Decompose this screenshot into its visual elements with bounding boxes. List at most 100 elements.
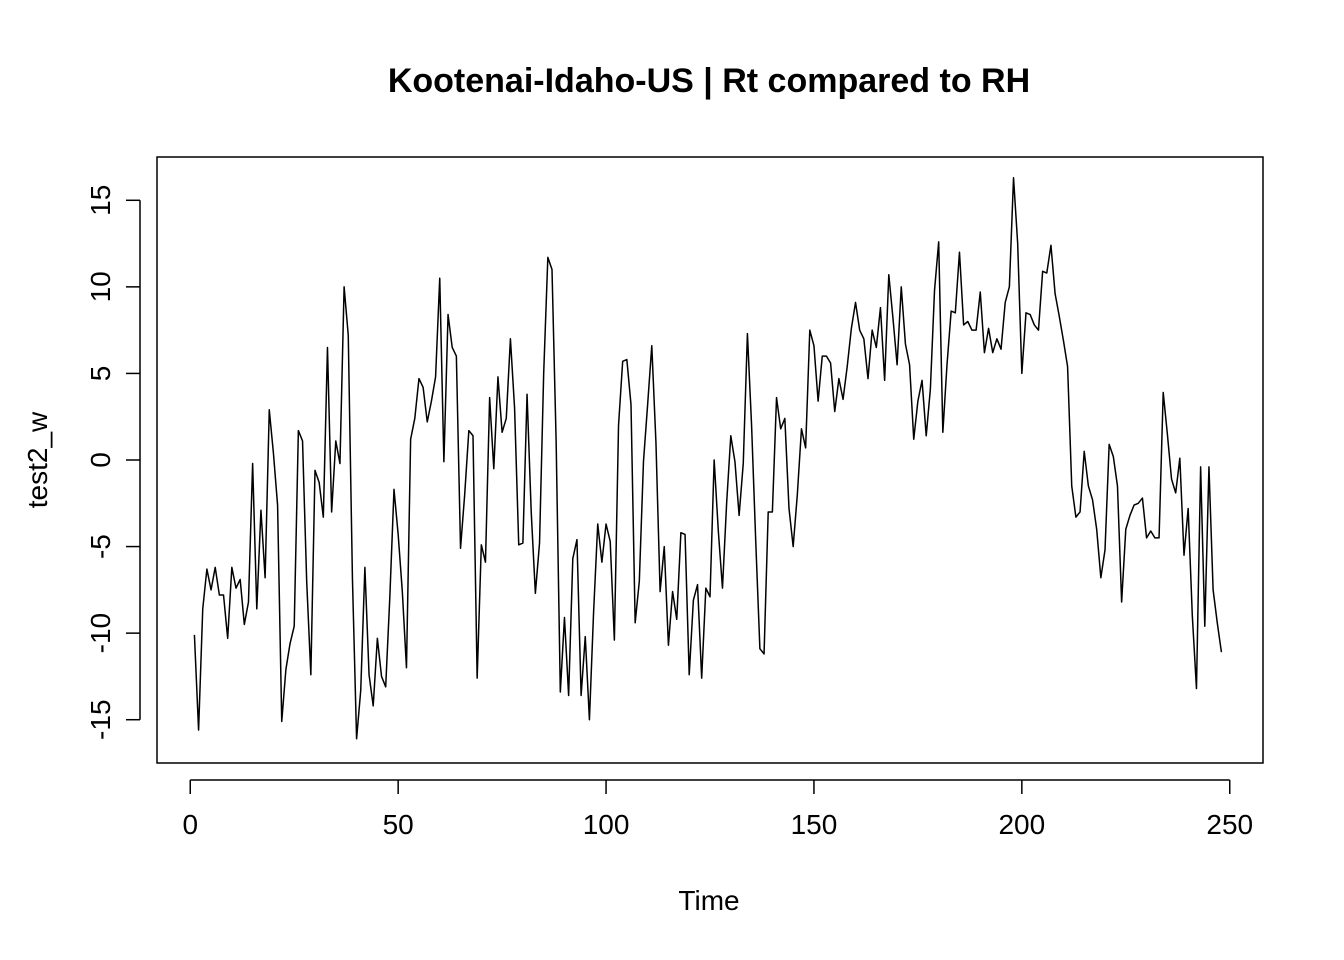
data-point xyxy=(954,312,956,314)
data-point xyxy=(202,608,204,610)
data-point xyxy=(1083,450,1085,452)
data-point xyxy=(830,362,832,364)
data-point xyxy=(464,494,466,496)
data-point xyxy=(697,584,699,586)
data-point xyxy=(580,694,582,696)
data-point xyxy=(746,333,748,335)
data-point xyxy=(888,274,890,276)
data-point xyxy=(726,502,728,504)
data-point xyxy=(884,379,886,381)
data-point xyxy=(588,719,590,721)
data-point xyxy=(825,355,827,357)
data-point xyxy=(539,542,541,544)
data-point xyxy=(813,345,815,347)
data-point xyxy=(655,442,657,444)
x-tick-label: 200 xyxy=(998,809,1045,840)
data-point xyxy=(792,546,794,548)
data-point xyxy=(235,587,237,589)
data-point xyxy=(318,482,320,484)
data-point xyxy=(1150,530,1152,532)
data-point xyxy=(223,594,225,596)
data-point xyxy=(447,314,449,316)
data-point xyxy=(638,580,640,582)
data-point xyxy=(1096,528,1098,530)
x-tick-label: 100 xyxy=(583,809,630,840)
data-point xyxy=(543,372,545,374)
data-point xyxy=(755,540,757,542)
chart-title: Kootenai-Idaho-US | Rt compared to RH xyxy=(388,62,1030,100)
data-point xyxy=(1137,502,1139,504)
y-axis-title: test2_w xyxy=(22,411,53,508)
data-point xyxy=(364,566,366,568)
data-point xyxy=(701,677,703,679)
data-point xyxy=(642,461,644,463)
data-point xyxy=(1079,511,1081,513)
data-point xyxy=(672,591,674,593)
data-point xyxy=(1121,601,1123,603)
data-point xyxy=(730,435,732,437)
data-point xyxy=(1212,589,1214,591)
data-point xyxy=(1191,615,1193,617)
data-point xyxy=(1200,466,1202,468)
data-point xyxy=(705,587,707,589)
data-point xyxy=(1133,504,1135,506)
data-point xyxy=(426,421,428,423)
data-point xyxy=(289,643,291,645)
data-point xyxy=(1220,651,1222,653)
data-point xyxy=(302,440,304,442)
data-point xyxy=(751,424,753,426)
data-point xyxy=(193,634,195,636)
y-tick-label: 0 xyxy=(85,452,116,468)
data-point xyxy=(626,359,628,361)
data-point xyxy=(763,653,765,655)
data-point xyxy=(335,440,337,442)
data-point xyxy=(397,533,399,535)
data-point xyxy=(509,338,511,340)
data-point xyxy=(281,720,283,722)
data-point xyxy=(584,636,586,638)
data-point xyxy=(921,379,923,381)
data-point xyxy=(784,417,786,419)
data-point xyxy=(796,494,798,496)
data-point xyxy=(900,286,902,288)
x-axis-title: Time xyxy=(678,885,739,916)
x-tick-label: 0 xyxy=(182,809,198,840)
data-point xyxy=(1158,537,1160,539)
data-point xyxy=(942,431,944,433)
data-point xyxy=(497,376,499,378)
data-point xyxy=(842,398,844,400)
x-tick-label: 150 xyxy=(791,809,838,840)
data-point xyxy=(534,592,536,594)
data-point xyxy=(759,648,761,650)
data-point xyxy=(863,338,865,340)
data-point xyxy=(1146,537,1148,539)
data-point xyxy=(430,400,432,402)
data-point xyxy=(1087,485,1089,487)
data-point xyxy=(1171,478,1173,480)
data-point xyxy=(239,578,241,580)
data-point xyxy=(1166,433,1168,435)
y-tick-label: 5 xyxy=(85,366,116,382)
data-point xyxy=(971,329,973,331)
data-point xyxy=(551,269,553,271)
data-point xyxy=(572,558,574,560)
data-point xyxy=(1154,537,1156,539)
data-point xyxy=(875,346,877,348)
data-point xyxy=(938,241,940,243)
data-point xyxy=(597,523,599,525)
data-point xyxy=(879,307,881,309)
data-point xyxy=(1208,466,1210,468)
data-point xyxy=(505,417,507,419)
y-tick-label: -5 xyxy=(85,534,116,559)
data-point xyxy=(663,546,665,548)
data-point xyxy=(339,462,341,464)
data-point xyxy=(293,625,295,627)
data-point xyxy=(1141,497,1143,499)
data-point xyxy=(1104,549,1106,551)
data-point xyxy=(946,364,948,366)
data-point xyxy=(771,511,773,513)
plot-frame xyxy=(156,156,1264,764)
data-point xyxy=(630,404,632,406)
data-point xyxy=(231,566,233,568)
data-point xyxy=(622,360,624,362)
